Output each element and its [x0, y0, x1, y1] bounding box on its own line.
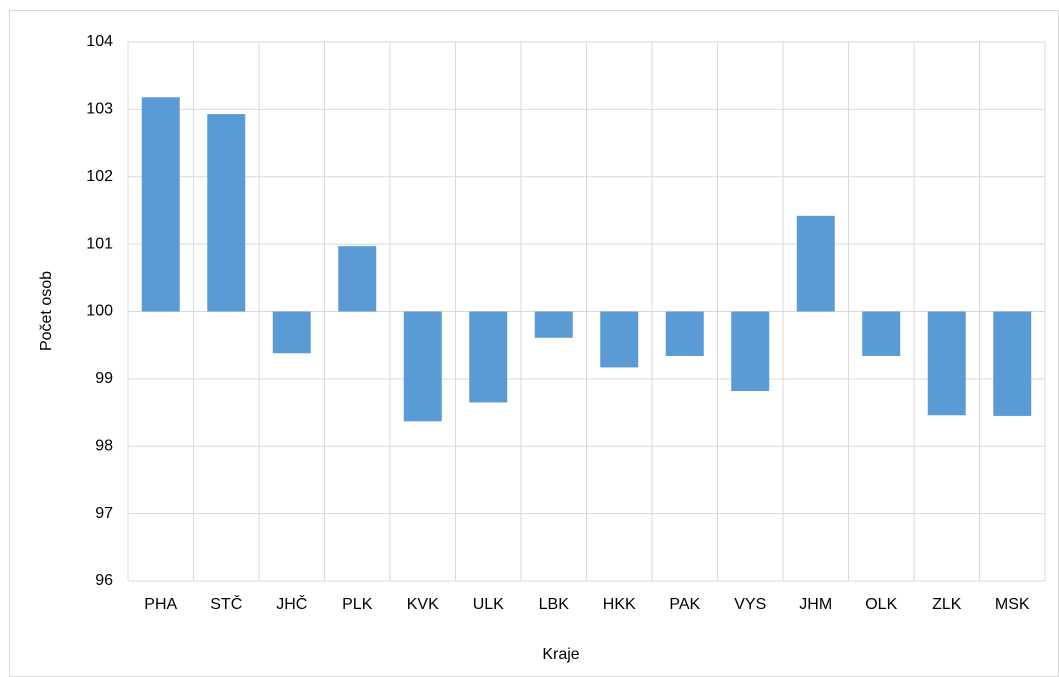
- x-tick-label: JHČ: [276, 594, 307, 613]
- x-tick-label: PHA: [144, 596, 177, 613]
- y-tick-label: 97: [95, 505, 113, 522]
- x-axis-label: Kraje: [542, 646, 579, 663]
- bar: [665, 311, 704, 356]
- y-tick-label: 102: [86, 168, 113, 185]
- bar: [207, 114, 246, 312]
- bar: [993, 311, 1032, 416]
- bar: [534, 311, 573, 338]
- y-tick-label: 96: [95, 572, 113, 589]
- bar: [600, 311, 639, 368]
- bar: [272, 311, 311, 354]
- bar: [927, 311, 966, 416]
- bar: [731, 311, 770, 392]
- y-tick-label: 103: [86, 101, 113, 118]
- x-tick-label: VYS: [734, 596, 766, 613]
- x-tick-label: ZLK: [932, 596, 962, 613]
- x-tick-label: JHM: [799, 596, 832, 613]
- x-tick-label: LBK: [539, 596, 570, 613]
- y-tick-label: 98: [95, 437, 113, 454]
- x-tick-label: KVK: [407, 596, 439, 613]
- x-tick-label: PLK: [342, 596, 373, 613]
- bar: [338, 246, 377, 312]
- x-tick-label: OLK: [865, 596, 897, 613]
- bar: [403, 311, 442, 422]
- bar: [141, 97, 180, 312]
- x-tick-label: STČ: [210, 594, 242, 613]
- bar: [862, 311, 901, 356]
- x-tick-label: HKK: [603, 596, 636, 613]
- y-tick-label: 100: [86, 303, 113, 320]
- x-tick-label: ULK: [473, 596, 504, 613]
- y-axis-label: Počet osob: [38, 271, 55, 351]
- bar: [469, 311, 508, 403]
- y-tick-label: 99: [95, 370, 113, 387]
- x-tick-label: PAK: [669, 596, 700, 613]
- y-tick-label: 104: [86, 33, 113, 50]
- bar: [796, 215, 835, 312]
- x-tick-label: MSK: [995, 596, 1030, 613]
- y-tick-label: 101: [86, 235, 113, 252]
